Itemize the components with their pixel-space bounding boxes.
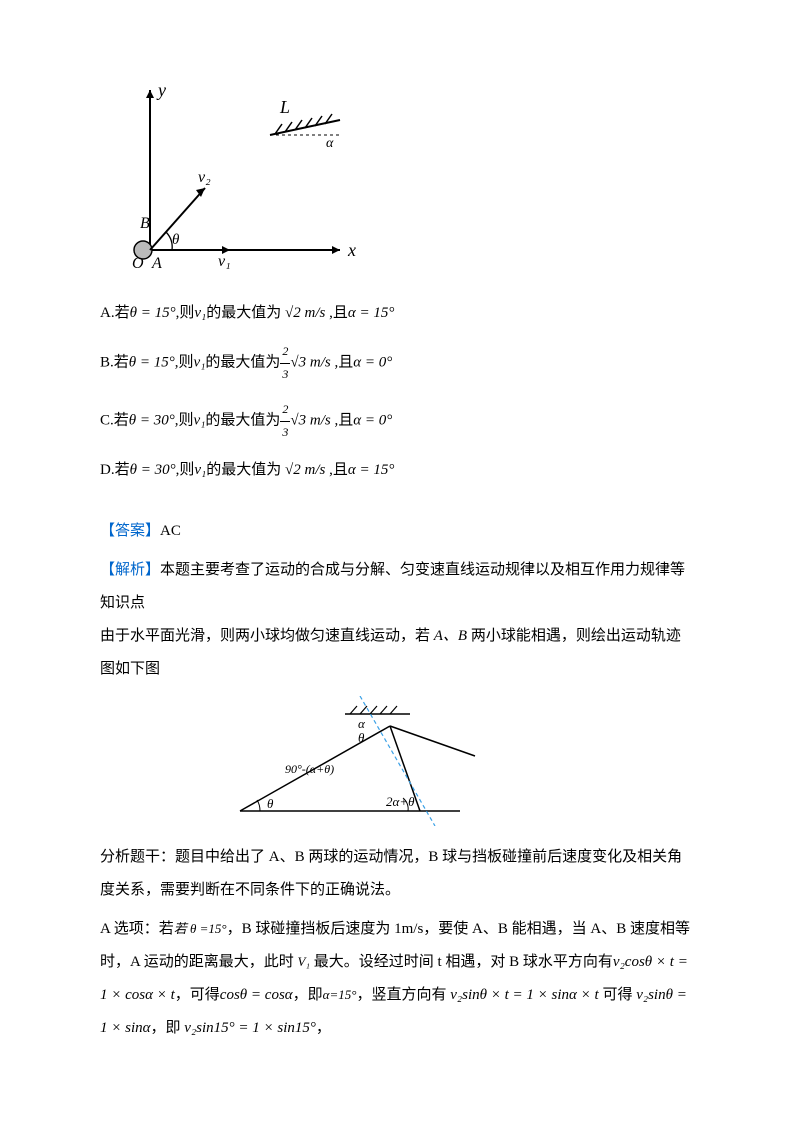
math: √2 m/s — [285, 462, 325, 478]
math: √2 m/s — [285, 305, 325, 321]
math: 若 θ =15° — [174, 921, 227, 936]
text: A.若 — [100, 305, 130, 321]
math: √3 m/s — [290, 413, 330, 429]
answer-label: 【答案】 — [100, 523, 160, 539]
para2: A 选项：若若 θ =15°，B 球碰撞挡板后速度为 1m/s，要使 A、B 能… — [100, 913, 694, 1045]
math: α = 0° — [353, 413, 392, 429]
A-label: A — [151, 255, 162, 272]
text: 由于水平面光滑，则两小球均做匀速直线运动，若 — [100, 628, 434, 644]
math: v₂sin15° = 1 × sin15° — [184, 1020, 316, 1036]
L-label: L — [279, 97, 290, 117]
text: ,且 — [329, 462, 348, 478]
text: 最大。设经过时间 t 相遇，对 B 球水平方向有 — [314, 954, 613, 970]
option-B: B.若θ = 15°,则v₁的最大值为23√3 m/s ,且α = 0° — [100, 341, 694, 385]
text: 的最大值为 — [205, 355, 280, 371]
theta-label: θ — [172, 232, 180, 248]
O-label: O — [132, 255, 144, 272]
option-C: C.若θ = 30°,则v₁的最大值为23√3 m/s ,且α = 0° — [100, 399, 694, 443]
text: ,且 — [329, 305, 348, 321]
analysis-label: 【解析】 — [100, 562, 160, 578]
math: √3 m/s — [290, 355, 330, 371]
analysis-block: 【解析】本题主要考查了运动的合成与分解、匀变速直线运动规律以及相互作用力规律等知… — [100, 554, 694, 620]
v1-label: v₁ — [218, 253, 231, 270]
figure2-svg: α θ 90°-(α+θ) θ 2α+θ — [230, 696, 490, 826]
math: α = 15° — [348, 462, 395, 478]
text: ,则 — [176, 305, 195, 321]
den: 3 — [280, 422, 290, 444]
B-label: B — [140, 215, 150, 232]
math: A、B — [434, 628, 467, 644]
math: α = 15° — [348, 305, 395, 321]
f2-alpha: α — [358, 716, 366, 731]
frac: 23 — [280, 399, 290, 443]
math: v₁ — [194, 462, 206, 478]
math: v₂sinθ × t = 1 × sinα × t — [450, 987, 598, 1003]
text: 的最大值为 — [205, 413, 280, 429]
text: ，即 — [293, 987, 323, 1003]
v2-label: v₂ — [198, 169, 211, 186]
math: v₁ — [194, 413, 206, 429]
text: ,则 — [175, 355, 194, 371]
text: ,则 — [176, 462, 195, 478]
text: ，竖直方向有 — [356, 987, 446, 1003]
text: ,且 — [335, 413, 354, 429]
math: θ = 30° — [130, 462, 176, 478]
answer-value: AC — [160, 523, 181, 539]
option-A: A.若θ = 15°,则v₁的最大值为 √2 m/s ,且α = 15° — [100, 300, 694, 327]
figure1-svg: y x L α v₁ v₂ — [110, 80, 370, 280]
math: θ = 15° — [129, 355, 175, 371]
figure-coordinate: y x L α v₁ v₂ — [110, 80, 694, 285]
x-label: x — [347, 240, 356, 260]
text: 的最大值为 — [206, 462, 281, 478]
figure-trajectory: α θ 90°-(α+θ) θ 2α+θ — [230, 696, 694, 831]
text: B.若 — [100, 355, 129, 371]
text: ，可得 — [175, 987, 220, 1003]
math: V₁ — [298, 954, 310, 969]
text: ，即 — [151, 1020, 181, 1036]
den: 3 — [280, 364, 290, 386]
frac: 23 — [280, 341, 290, 385]
math: α=15° — [323, 987, 357, 1002]
alpha-label: α — [326, 136, 334, 151]
text: ， — [316, 1020, 331, 1036]
math: cosθ = cosα — [220, 987, 293, 1003]
text: A 选项：若 — [100, 921, 174, 937]
math: v₁ — [194, 355, 206, 371]
math: θ = 30° — [129, 413, 175, 429]
math: θ = 15° — [130, 305, 176, 321]
num: 2 — [280, 399, 290, 422]
text: ,则 — [175, 413, 194, 429]
math: v₁ — [194, 305, 206, 321]
math: α = 0° — [353, 355, 392, 371]
f2-angle2: 2α+θ — [386, 794, 415, 809]
text: ,且 — [335, 355, 354, 371]
num: 2 — [280, 341, 290, 364]
para1: 分析题干：题目中给出了 A、B 两球的运动情况，B 球与挡板碰撞前后速度变化及相… — [100, 841, 694, 907]
f2-theta2: θ — [267, 796, 274, 811]
f2-angle1: 90°-(α+θ) — [285, 762, 334, 776]
text: 分析题干：题目中给出了 A、B 两球的运动情况，B 球与挡板碰撞前后速度变化及相… — [100, 849, 682, 898]
analysis-line1: 本题主要考查了运动的合成与分解、匀变速直线运动规律以及相互作用力规律等知识点 — [100, 562, 685, 611]
text: 可得 — [602, 987, 632, 1003]
y-label: y — [156, 80, 166, 100]
option-D: D.若θ = 30°,则v₁的最大值为 √2 m/s ,且α = 15° — [100, 457, 694, 484]
text: D.若 — [100, 462, 130, 478]
answer-block: 【答案】AC — [100, 515, 694, 548]
text: 的最大值为 — [206, 305, 281, 321]
f2-theta: θ — [358, 730, 365, 745]
analysis-line2: 由于水平面光滑，则两小球均做匀速直线运动，若 A、B 两小球能相遇，则绘出运动轨… — [100, 620, 694, 686]
text: C.若 — [100, 413, 129, 429]
page: y x L α v₁ v₂ — [0, 0, 794, 1123]
